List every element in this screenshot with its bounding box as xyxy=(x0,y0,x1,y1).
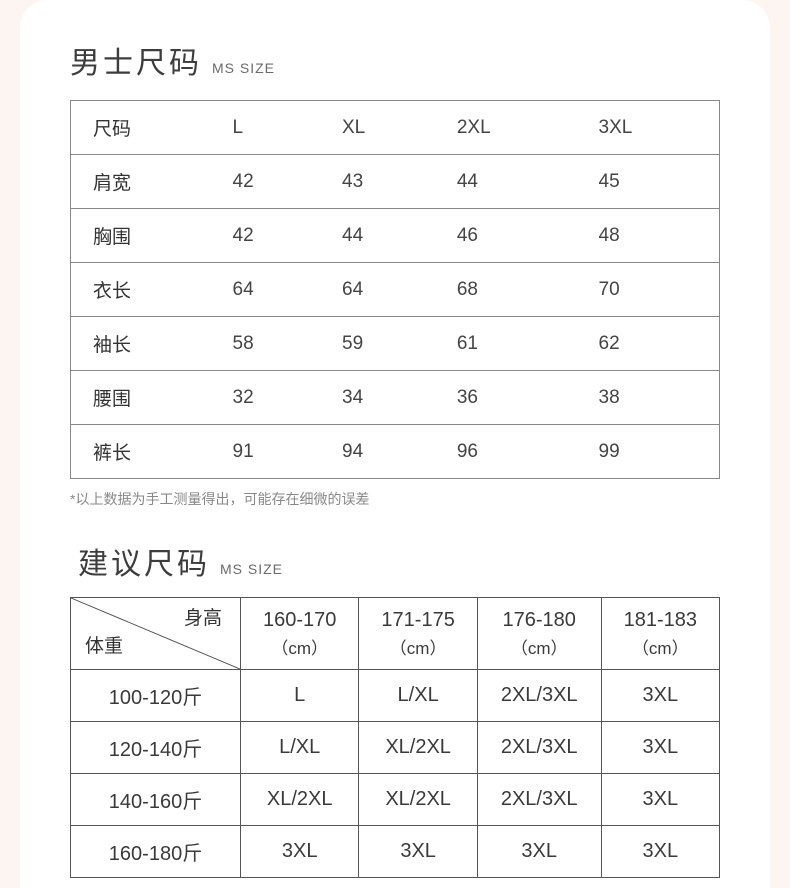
diagonal-header: 身高 体重 xyxy=(71,598,241,670)
diag-top-label: 身高 xyxy=(184,606,222,633)
table-row: 腰围 32 34 36 38 xyxy=(71,371,720,425)
data-cell: 61 xyxy=(435,317,577,371)
card: 男士尺码 MS SIZE 尺码 L XL 2XL 3XL 肩宽 42 43 44… xyxy=(20,0,770,888)
table-row: 尺码 L XL 2XL 3XL xyxy=(71,101,720,155)
data-cell: 68 xyxy=(435,263,577,317)
header-range: 176-180 xyxy=(503,609,576,631)
section2-title: 建议尺码 xyxy=(78,539,210,583)
data-cell: 64 xyxy=(320,263,435,317)
data-cell: 2XL/3XL xyxy=(477,670,601,722)
table-row: 肩宽 42 43 44 45 xyxy=(71,155,720,209)
table-row: 胸围 42 44 46 48 xyxy=(71,209,720,263)
row-label: 袖长 xyxy=(71,317,211,371)
data-cell: 59 xyxy=(320,317,435,371)
data-cell: 46 xyxy=(435,209,577,263)
data-cell: 42 xyxy=(211,209,321,263)
row-label: 腰围 xyxy=(71,371,211,425)
col-header: 176-180 （cm） xyxy=(477,598,601,670)
col-header: 171-175 （cm） xyxy=(359,598,477,670)
header-unit: （cm） xyxy=(390,639,447,658)
data-cell: 2XL/3XL xyxy=(477,774,601,826)
row-label: 裤长 xyxy=(71,425,211,479)
col-header: 160-170 （cm） xyxy=(241,598,359,670)
section1-subtitle: MS SIZE xyxy=(212,60,275,76)
data-cell: 70 xyxy=(577,263,720,317)
data-cell: 42 xyxy=(211,155,321,209)
table-row: 140-160斤 XL/2XL XL/2XL 2XL/3XL 3XL xyxy=(71,774,720,826)
size-table: 尺码 L XL 2XL 3XL 肩宽 42 43 44 45 胸围 42 44 … xyxy=(70,100,720,479)
row-label: 衣长 xyxy=(71,263,211,317)
data-cell: 3XL xyxy=(359,826,477,878)
row-label: 肩宽 xyxy=(71,155,211,209)
data-cell: 3XL xyxy=(601,722,719,774)
data-cell: 44 xyxy=(320,209,435,263)
header-cell: XL xyxy=(320,101,435,155)
data-cell: 99 xyxy=(577,425,720,479)
data-cell: 91 xyxy=(211,425,321,479)
data-cell: L xyxy=(241,670,359,722)
table-row: 100-120斤 L L/XL 2XL/3XL 3XL xyxy=(71,670,720,722)
row-label: 160-180斤 xyxy=(71,826,241,878)
data-cell: 58 xyxy=(211,317,321,371)
data-cell: XL/2XL xyxy=(359,722,477,774)
data-cell: 96 xyxy=(435,425,577,479)
row-label: 100-120斤 xyxy=(71,670,241,722)
header-range: 160-170 xyxy=(263,609,336,631)
table-row: 身高 体重 160-170 （cm） 171-175 （cm） 176-180 （cm… xyxy=(71,598,720,670)
data-cell: L/XL xyxy=(359,670,477,722)
data-cell: XL/2XL xyxy=(359,774,477,826)
row-label: 140-160斤 xyxy=(71,774,241,826)
data-cell: 3XL xyxy=(477,826,601,878)
header-range: 171-175 xyxy=(381,609,454,631)
data-cell: 3XL xyxy=(241,826,359,878)
data-cell: 48 xyxy=(577,209,720,263)
data-cell: 36 xyxy=(435,371,577,425)
data-cell: 3XL xyxy=(601,826,719,878)
row-label: 120-140斤 xyxy=(71,722,241,774)
data-cell: 45 xyxy=(577,155,720,209)
recommend-table: 身高 体重 160-170 （cm） 171-175 （cm） 176-180 （cm… xyxy=(70,597,720,878)
section1-title-row: 男士尺码 MS SIZE xyxy=(70,38,720,82)
section1-title: 男士尺码 xyxy=(70,38,202,82)
data-cell: XL/2XL xyxy=(241,774,359,826)
diag-bottom-label: 体重 xyxy=(85,634,123,661)
data-cell: L/XL xyxy=(241,722,359,774)
table-row: 160-180斤 3XL 3XL 3XL 3XL xyxy=(71,826,720,878)
header-unit: （cm） xyxy=(632,639,689,658)
header-unit: （cm） xyxy=(511,639,568,658)
data-cell: 64 xyxy=(211,263,321,317)
data-cell: 44 xyxy=(435,155,577,209)
data-cell: 38 xyxy=(577,371,720,425)
table-row: 120-140斤 L/XL XL/2XL 2XL/3XL 3XL xyxy=(71,722,720,774)
header-cell: 2XL xyxy=(435,101,577,155)
table-row: 裤长 91 94 96 99 xyxy=(71,425,720,479)
data-cell: 94 xyxy=(320,425,435,479)
col-header: 181-183 （cm） xyxy=(601,598,719,670)
table-row: 衣长 64 64 68 70 xyxy=(71,263,720,317)
table-row: 袖长 58 59 61 62 xyxy=(71,317,720,371)
data-cell: 3XL xyxy=(601,670,719,722)
footnote: *以上数据为手工测量得出，可能存在细微的误差 xyxy=(70,489,720,509)
data-cell: 32 xyxy=(211,371,321,425)
section2-subtitle: MS SIZE xyxy=(220,561,283,577)
header-cell: 尺码 xyxy=(71,101,211,155)
data-cell: 43 xyxy=(320,155,435,209)
row-label: 胸围 xyxy=(71,209,211,263)
data-cell: 2XL/3XL xyxy=(477,722,601,774)
data-cell: 34 xyxy=(320,371,435,425)
data-cell: 62 xyxy=(577,317,720,371)
header-unit: （cm） xyxy=(271,639,328,658)
section2-title-row: 建议尺码 MS SIZE xyxy=(78,539,720,583)
data-cell: 3XL xyxy=(601,774,719,826)
header-cell: 3XL xyxy=(577,101,720,155)
header-cell: L xyxy=(211,101,321,155)
header-range: 181-183 xyxy=(624,609,697,631)
